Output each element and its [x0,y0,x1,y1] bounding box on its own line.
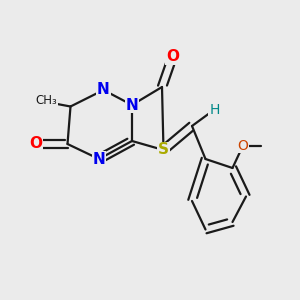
Text: S: S [158,142,169,158]
Text: N: N [93,152,105,166]
Text: O: O [238,139,248,152]
Text: N: N [97,82,110,98]
Text: O: O [29,136,43,152]
Text: CH₃: CH₃ [36,94,57,107]
Text: H: H [209,103,220,116]
Text: O: O [166,50,179,64]
Text: N: N [126,98,138,112]
